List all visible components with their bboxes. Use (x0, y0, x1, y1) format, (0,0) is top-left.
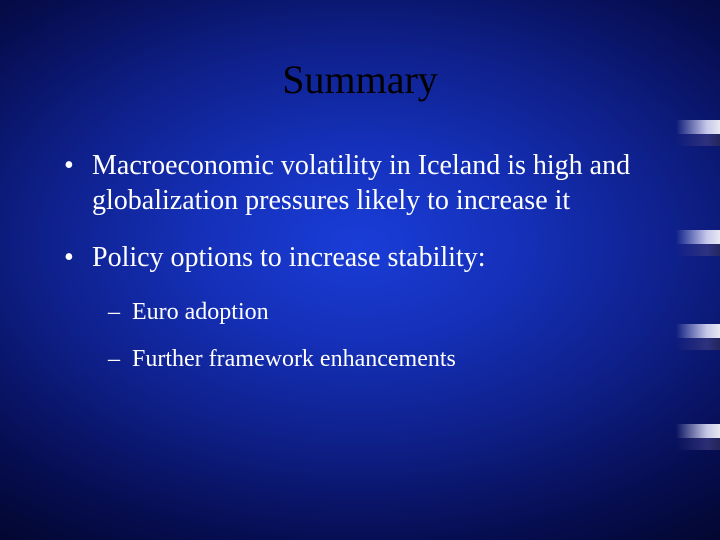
decorative-accent-icon (676, 230, 720, 256)
bullet-marker-icon: • (64, 240, 92, 275)
bullet-text: Euro adoption (132, 297, 664, 328)
bullet-text: Macroeconomic volatility in Iceland is h… (92, 148, 664, 218)
bullet-marker-icon: • (64, 148, 92, 183)
bullet-sub-item: – Further framework enhancements (108, 344, 664, 375)
bullet-item: • Policy options to increase stability: (64, 240, 664, 275)
dash-marker-icon: – (108, 297, 132, 328)
decorative-accent-icon (676, 424, 720, 450)
bullet-text: Policy options to increase stability: (92, 240, 664, 275)
bullet-item: • Macroeconomic volatility in Iceland is… (64, 148, 664, 218)
decorative-accent-icon (676, 120, 720, 146)
slide-title: Summary (0, 56, 720, 103)
bullet-sub-item: – Euro adoption (108, 297, 664, 328)
slide-body: • Macroeconomic volatility in Iceland is… (64, 148, 664, 391)
slide: Summary • Macroeconomic volatility in Ic… (0, 0, 720, 540)
bullet-text: Further framework enhancements (132, 344, 664, 375)
decorative-accent-icon (676, 324, 720, 350)
dash-marker-icon: – (108, 344, 132, 375)
